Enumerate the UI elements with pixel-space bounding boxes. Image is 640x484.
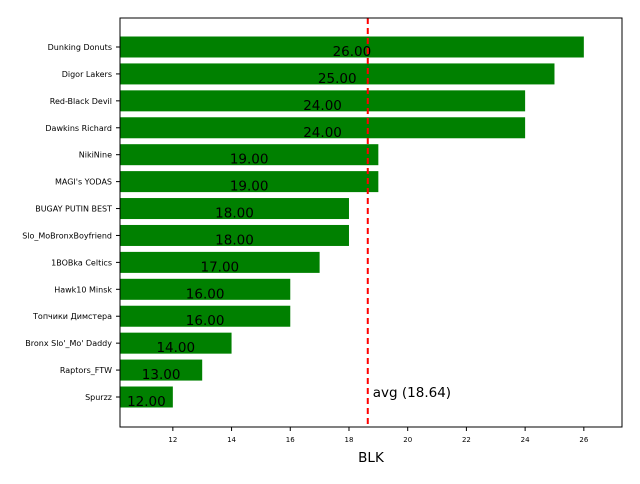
- average-label: avg (18.64): [373, 385, 451, 401]
- bar: [120, 359, 203, 381]
- data-label: 17.00: [200, 259, 239, 275]
- bar: [120, 251, 320, 273]
- data-label: 24.00: [303, 125, 342, 141]
- y-tick-label: Dawkins Richard: [45, 124, 112, 133]
- data-label: 24.00: [303, 98, 342, 114]
- data-label: 12.00: [127, 394, 166, 410]
- data-label: 13.00: [142, 367, 181, 383]
- x-tick-label: 14: [227, 436, 236, 444]
- y-tick-label: Raptors_FTW: [60, 366, 112, 375]
- x-tick-label: 26: [579, 436, 588, 444]
- data-label: 19.00: [230, 179, 269, 195]
- y-tick-label: 1BOBka Celtics: [51, 258, 112, 267]
- data-label: 26.00: [333, 44, 372, 60]
- x-tick-label: 24: [521, 436, 530, 444]
- y-tick-label: NikiNine: [79, 151, 112, 160]
- y-tick-label: Spurzz: [85, 393, 112, 402]
- y-tick-label: Топчики Димстера: [32, 312, 112, 321]
- x-tick-label: 16: [286, 436, 295, 444]
- bar: [120, 332, 232, 354]
- data-label: 19.00: [230, 152, 269, 168]
- data-label: 14.00: [156, 340, 195, 356]
- y-tick-label: BUGAY PUTIN BEST: [35, 205, 112, 214]
- bar: [120, 63, 555, 85]
- x-axis-label: BLK: [358, 450, 385, 466]
- data-label: 16.00: [186, 286, 225, 302]
- bar: [120, 144, 379, 166]
- bar: [120, 305, 291, 327]
- bar: [120, 117, 526, 139]
- data-label: 18.00: [215, 232, 254, 248]
- bar: [120, 90, 526, 112]
- x-tick-label: 12: [168, 436, 177, 444]
- x-tick-label: 20: [403, 436, 412, 444]
- bar: [120, 278, 291, 300]
- bar: [120, 36, 584, 58]
- y-tick-label: Dunking Donuts: [48, 43, 112, 52]
- bar: [120, 224, 349, 246]
- data-label: 16.00: [186, 313, 225, 329]
- data-label: 25.00: [318, 71, 357, 87]
- data-label: 18.00: [215, 206, 254, 222]
- y-tick-label: MAGI's YODAS: [55, 178, 112, 187]
- x-tick-label: 18: [345, 436, 354, 444]
- y-tick-label: Digor Lakers: [62, 70, 112, 79]
- plot-frame: [119, 17, 623, 428]
- bar: [120, 386, 173, 408]
- bar: [120, 171, 379, 193]
- y-tick-label: Hawk10 Minsk: [54, 285, 112, 294]
- y-tick-label: Red-Black Devil: [50, 97, 112, 106]
- y-tick-label: Slo_MoBronxBoyfriend: [22, 231, 112, 240]
- bar: [120, 198, 349, 220]
- x-tick-label: 22: [462, 436, 471, 444]
- y-tick-label: Bronx Slo'_Mo' Daddy: [25, 339, 112, 348]
